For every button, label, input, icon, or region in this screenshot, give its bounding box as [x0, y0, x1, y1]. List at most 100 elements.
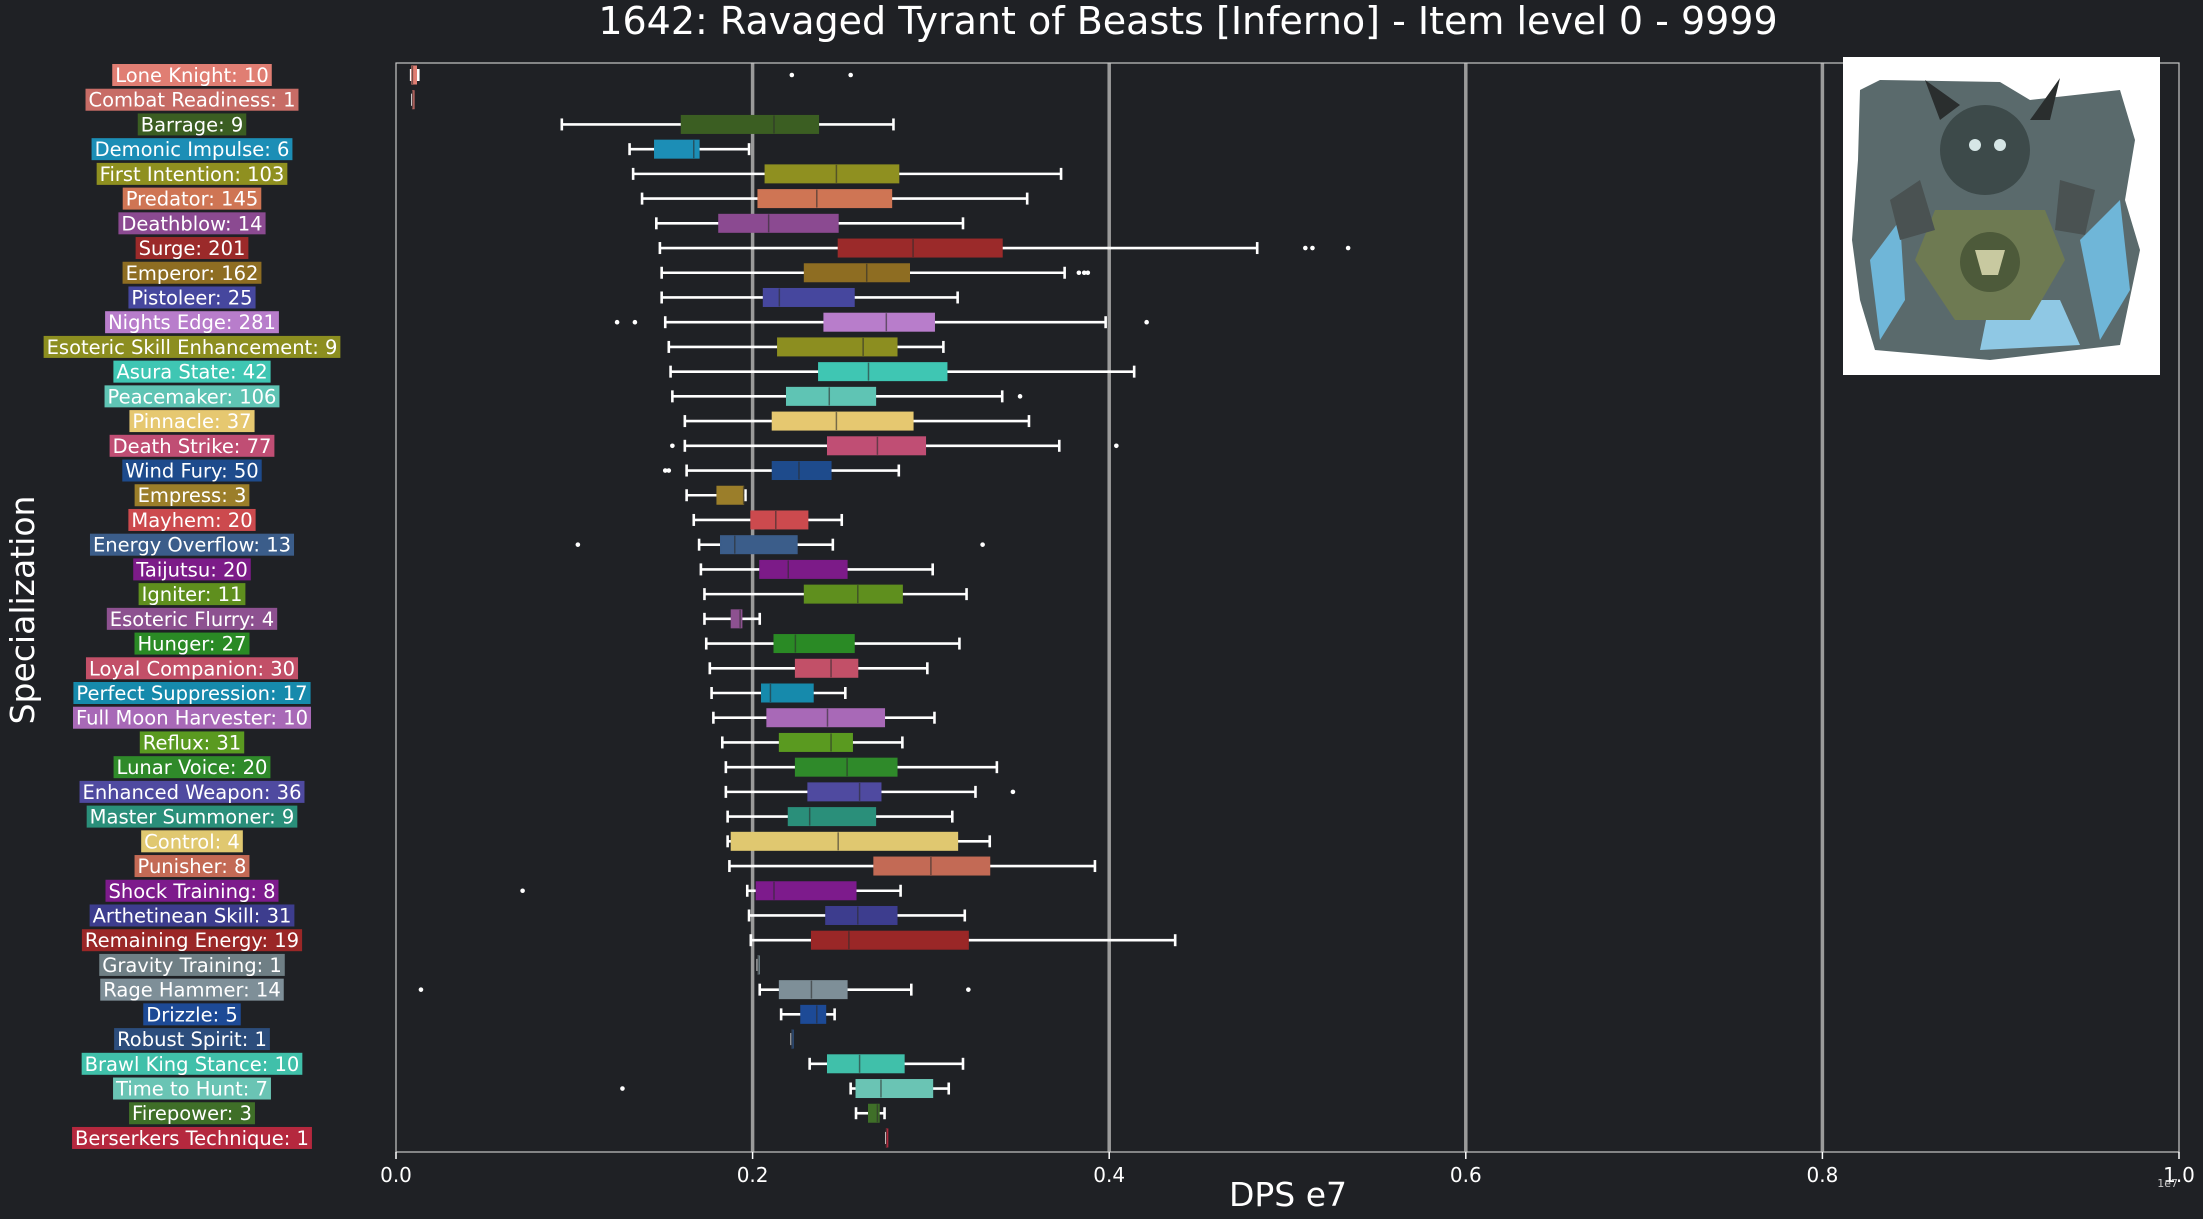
category-label-11: Esoteric Skill Enhancement: 9 — [43, 335, 341, 359]
category-label-bg — [89, 904, 295, 927]
category-label-text: Control: 4 — [144, 830, 240, 853]
category-label-2: Barrage: 9 — [137, 113, 247, 136]
box-39 — [790, 1029, 794, 1049]
x-axis-label: DPS e7 — [1229, 1175, 1347, 1214]
box-30 — [726, 807, 954, 827]
category-label-20: Taijutsu: 20 — [133, 558, 251, 581]
outlier-point — [966, 987, 971, 992]
box-7 — [658, 238, 1351, 258]
category-label-34: Arthetinean Skill: 31 — [89, 904, 295, 927]
outlier-point — [662, 468, 668, 473]
category-label-bg — [113, 1077, 271, 1100]
category-label-text: Pistoleer: 25 — [131, 286, 252, 309]
box-iqr — [800, 1004, 827, 1024]
category-label-bg — [134, 484, 250, 507]
outlier-point — [666, 468, 672, 473]
box-iqr — [762, 287, 855, 307]
box-1 — [411, 90, 415, 110]
box-iqr — [803, 263, 911, 283]
category-label-14: Pinnacle: 37 — [129, 410, 255, 433]
category-label-bg — [91, 138, 293, 161]
box-iqr — [764, 164, 900, 184]
category-label-bg — [138, 583, 246, 606]
category-label-26: Full Moon Harvester: 10 — [72, 706, 312, 730]
category-label-bg — [109, 434, 275, 457]
x-axis-ticks: 0.0 0.2 0.4 0.6 0.8 1.0 — [380, 1152, 2195, 1187]
category-label-0: Lone Knight: 10 — [112, 64, 272, 87]
category-label-bg — [99, 953, 285, 976]
box-23 — [704, 634, 961, 654]
outlier-point — [620, 1086, 625, 1091]
category-label-text: Wind Fury: 50 — [125, 460, 258, 483]
category-label-text: Master Summoner: 9 — [90, 806, 295, 829]
box-5 — [640, 189, 1029, 209]
category-label-bg — [114, 1028, 270, 1051]
box-iqr — [730, 831, 959, 851]
boss-portrait-image — [1843, 57, 2160, 375]
category-label-bg — [79, 780, 305, 803]
category-label-text: Nights Edge: 281 — [108, 311, 276, 334]
category-label-6: Deathblow: 14 — [118, 212, 266, 235]
category-label-text: Esoteric Flurry: 4 — [110, 608, 274, 631]
box-iqr — [810, 930, 969, 950]
category-label-text: Surge: 201 — [139, 237, 246, 260]
outlier-point — [789, 72, 795, 78]
category-label-31: Control: 4 — [141, 830, 243, 853]
box-iqr — [826, 1054, 905, 1074]
box-35 — [749, 930, 1177, 950]
x-tick-label: 0.0 — [380, 1163, 412, 1187]
category-label-40: Brawl King Stance: 10 — [81, 1052, 303, 1076]
category-label-bg — [143, 1003, 241, 1026]
box-iqr — [873, 856, 991, 876]
category-label-36: Gravity Training: 1 — [99, 953, 285, 977]
box-iqr — [787, 807, 877, 827]
box-43 — [885, 1128, 889, 1148]
category-label-bg — [129, 410, 255, 433]
category-label-bg — [86, 805, 298, 828]
plot-area — [395, 62, 2180, 1153]
x-axis-exponent: 1e7 — [2157, 1177, 2178, 1190]
category-label-text: Drizzle: 5 — [146, 1003, 238, 1026]
category-label-bg — [43, 335, 341, 358]
box-iqr — [826, 436, 927, 456]
box-2 — [560, 114, 895, 134]
category-label-bg — [104, 385, 280, 408]
category-label-32: Punisher: 8 — [134, 855, 250, 878]
box-32 — [728, 856, 1097, 876]
box-14 — [683, 411, 1031, 431]
box-0 — [409, 65, 853, 85]
category-label-bg — [137, 113, 247, 136]
category-label-bg — [122, 187, 262, 210]
category-label-bg — [105, 311, 279, 334]
box-19 — [575, 535, 985, 555]
outlier-point — [1076, 270, 1082, 276]
box-36 — [756, 955, 760, 975]
outlier-point — [1085, 270, 1091, 276]
box-3 — [628, 139, 751, 159]
outlier-point — [418, 987, 424, 992]
category-label-text: Pinnacle: 37 — [132, 410, 251, 433]
category-label-text: Enhanced Weapon: 36 — [83, 781, 302, 804]
category-label-bg — [85, 657, 299, 680]
category-label-5: Predator: 145 — [122, 187, 262, 211]
category-label-22: Esoteric Flurry: 4 — [106, 607, 278, 631]
category-label-bg — [134, 632, 250, 655]
category-label-text: Remaining Energy: 19 — [85, 929, 299, 952]
category-label-text: Death Strike: 77 — [113, 435, 272, 458]
outlier-point — [1345, 245, 1351, 251]
category-label-text: Asura State: 42 — [116, 361, 267, 384]
category-label-bg — [113, 360, 271, 383]
category-label-bg — [81, 1052, 303, 1075]
category-label-text: Igniter: 11 — [142, 583, 243, 606]
box-iqr — [818, 362, 948, 382]
box-42 — [854, 1103, 886, 1123]
category-label-37: Rage Hammer: 14 — [100, 978, 284, 1002]
category-label-text: Emperor: 162 — [126, 262, 259, 285]
box-37 — [418, 980, 971, 1000]
category-label-text: Time to Hunt: 7 — [115, 1078, 268, 1101]
category-label-bg — [105, 879, 279, 902]
category-label-text: Rage Hammer: 14 — [103, 979, 281, 1002]
box-iqr — [759, 559, 848, 579]
category-label-text: Punisher: 8 — [138, 855, 247, 878]
